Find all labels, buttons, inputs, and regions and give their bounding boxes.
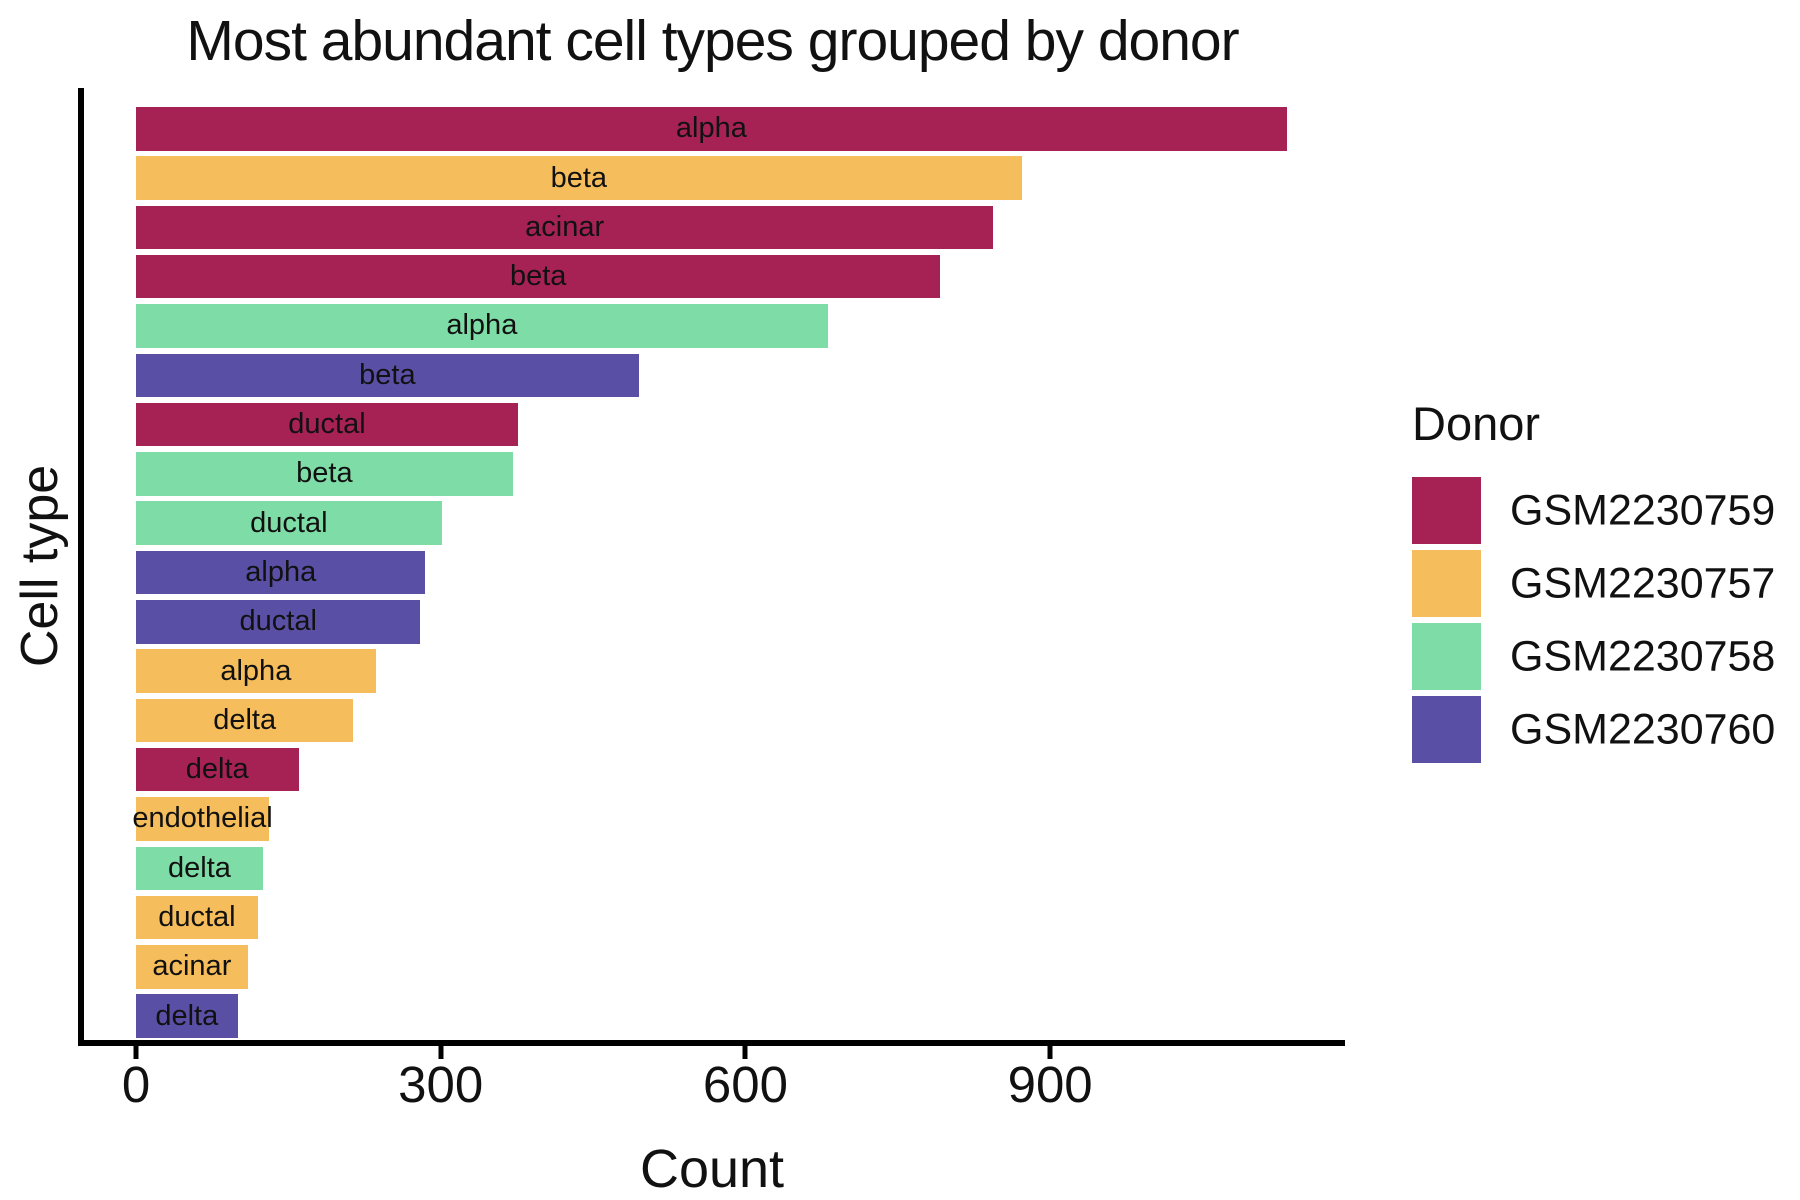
bar-label: alpha xyxy=(675,112,747,145)
bar-delta-GSM2230757: delta xyxy=(136,698,354,743)
bar-acinar-GSM2230759: acinar xyxy=(136,205,994,250)
x-axis-spine xyxy=(78,1040,1345,1046)
bar-ductal-GSM2230759: ductal xyxy=(136,402,518,447)
bar-label: delta xyxy=(185,753,249,786)
bar-acinar-GSM2230757: acinar xyxy=(136,945,248,989)
bar-label: beta xyxy=(550,161,608,194)
bar-label: beta xyxy=(296,457,353,490)
x-tick-mark xyxy=(1047,1046,1053,1059)
legend-item-GSM2230758: GSM2230758 xyxy=(1412,623,1775,690)
y-axis-label: Cell type xyxy=(11,464,69,668)
legend-swatch xyxy=(1412,477,1481,544)
bar-label: beta xyxy=(509,260,567,293)
legend-label: GSM2230760 xyxy=(1510,705,1776,753)
bar-label: beta xyxy=(359,358,416,391)
legend-item-GSM2230760: GSM2230760 xyxy=(1412,696,1775,763)
legend: Donor GSM2230759 GSM2230757 GSM2230758 GSM2… xyxy=(1412,396,1775,769)
legend-items: GSM2230759 GSM2230757 GSM2230758 GSM2230760 xyxy=(1412,477,1775,763)
bar-label: delta xyxy=(168,851,231,884)
x-tick-label: 900 xyxy=(1007,1056,1093,1113)
bar-beta-GSM2230759: beta xyxy=(136,254,941,299)
x-tick-label: 600 xyxy=(702,1056,788,1113)
bar-alpha-GSM2230759: alpha xyxy=(136,107,1287,151)
bar-beta-GSM2230757: beta xyxy=(136,156,1022,200)
bar-label: delta xyxy=(155,999,219,1032)
bar-ductal-GSM2230758: ductal xyxy=(136,501,442,545)
legend-item-GSM2230757: GSM2230757 xyxy=(1412,550,1775,617)
bar-ductal-GSM2230760: ductal xyxy=(136,600,421,644)
bar-delta-GSM2230759: delta xyxy=(136,747,299,792)
x-tick-label: 300 xyxy=(398,1056,484,1113)
bar-label: endothelial xyxy=(132,802,273,835)
bar-delta-GSM2230758: delta xyxy=(136,846,263,890)
bar-alpha-GSM2230758: alpha xyxy=(136,304,828,348)
bar-beta-GSM2230760: beta xyxy=(136,353,639,397)
legend-swatch xyxy=(1412,696,1481,763)
bar-label: acinar xyxy=(152,950,232,983)
y-axis-spine xyxy=(78,88,84,1046)
bar-label: alpha xyxy=(220,654,292,687)
legend-label: GSM2230759 xyxy=(1510,486,1776,534)
bar-label: ductal xyxy=(158,901,236,934)
bar-label: ductal xyxy=(239,605,317,638)
legend-swatch xyxy=(1412,550,1481,617)
legend-item-GSM2230759: GSM2230759 xyxy=(1412,477,1775,544)
bar-alpha-GSM2230757: alpha xyxy=(136,649,376,693)
x-tick-mark xyxy=(742,1046,748,1059)
legend-label: GSM2230757 xyxy=(1510,559,1776,607)
bar-label: alpha xyxy=(446,309,518,342)
x-tick-mark xyxy=(133,1046,139,1059)
bar-label: acinar xyxy=(525,210,605,243)
bar-label: delta xyxy=(213,703,277,736)
bar-delta-GSM2230760: delta xyxy=(136,994,238,1038)
bar-beta-GSM2230758: beta xyxy=(136,452,513,496)
x-tick-label: 0 xyxy=(121,1056,151,1113)
bar-ductal-GSM2230757: ductal xyxy=(136,895,258,940)
bar-label: ductal xyxy=(288,408,366,441)
bar-endothelial-GSM2230757: endothelial xyxy=(132,797,273,841)
chart-title: Most abundant cell types grouped by dono… xyxy=(186,9,1239,73)
legend-title: Donor xyxy=(1412,397,1541,450)
bar-alpha-GSM2230760: alpha xyxy=(136,550,426,595)
legend-label: GSM2230758 xyxy=(1510,632,1776,680)
x-axis-label: Count xyxy=(639,1139,785,1199)
bar-label: ductal xyxy=(250,506,328,539)
legend-swatch xyxy=(1412,623,1481,690)
x-tick-mark xyxy=(438,1046,444,1059)
bar-label: alpha xyxy=(245,555,317,588)
